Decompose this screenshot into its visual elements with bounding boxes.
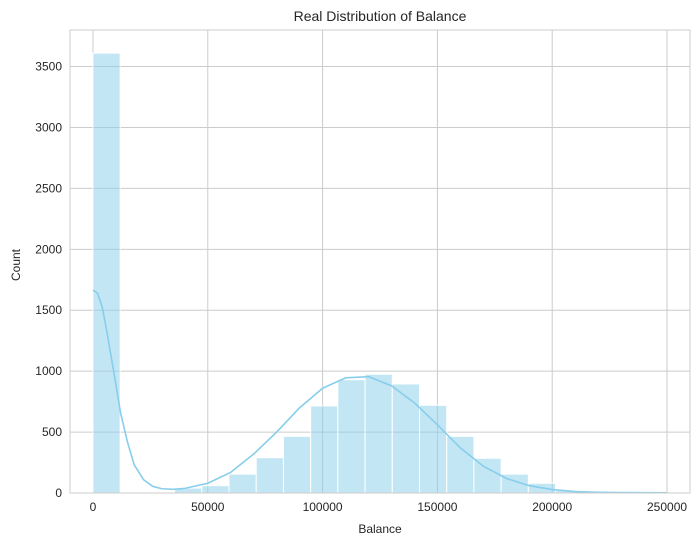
histogram-bar xyxy=(473,457,502,494)
y-tick-label: 3000 xyxy=(35,120,62,134)
chart-title: Real Distribution of Balance xyxy=(294,8,467,24)
x-tick-label: 100000 xyxy=(303,500,343,514)
y-tick-label: 1000 xyxy=(35,364,62,378)
grid xyxy=(70,30,690,494)
x-tick-labels: 0 50000 100000 150000 200000 250000 xyxy=(90,500,688,514)
histogram-bar xyxy=(201,485,230,494)
histogram-bar xyxy=(337,379,366,494)
histogram-bar xyxy=(418,404,448,494)
y-tick-label: 2000 xyxy=(35,242,62,256)
x-tick-label: 250000 xyxy=(647,500,687,514)
kde-curve xyxy=(92,289,668,494)
y-tick-labels: 0 500 1000 1500 2000 2500 3000 3500 xyxy=(35,60,62,500)
x-axis-label: Balance xyxy=(358,522,402,536)
y-tick-label: 1500 xyxy=(35,303,62,317)
histogram-bar xyxy=(282,435,312,494)
histogram-bar xyxy=(446,435,475,494)
histogram-bar xyxy=(310,405,339,494)
x-tick-label: 50000 xyxy=(191,500,225,514)
y-tick-label: 0 xyxy=(55,486,62,500)
y-axis-label: Count xyxy=(9,248,23,281)
histogram-bar xyxy=(391,383,420,494)
y-tick-label: 500 xyxy=(42,425,62,439)
x-tick-label: 150000 xyxy=(417,500,457,514)
kde-curve-layer xyxy=(92,289,668,494)
x-tick-label: 0 xyxy=(90,500,97,514)
histogram-bar xyxy=(92,52,121,494)
plot-frame xyxy=(69,29,691,494)
histogram-bar xyxy=(364,373,393,494)
histogram-bar xyxy=(255,457,284,494)
histogram-bar xyxy=(228,473,257,494)
histogram-bars xyxy=(92,52,670,494)
y-tick-label: 2500 xyxy=(35,181,62,195)
y-tick-label: 3500 xyxy=(35,60,62,74)
x-tick-label: 200000 xyxy=(532,500,572,514)
